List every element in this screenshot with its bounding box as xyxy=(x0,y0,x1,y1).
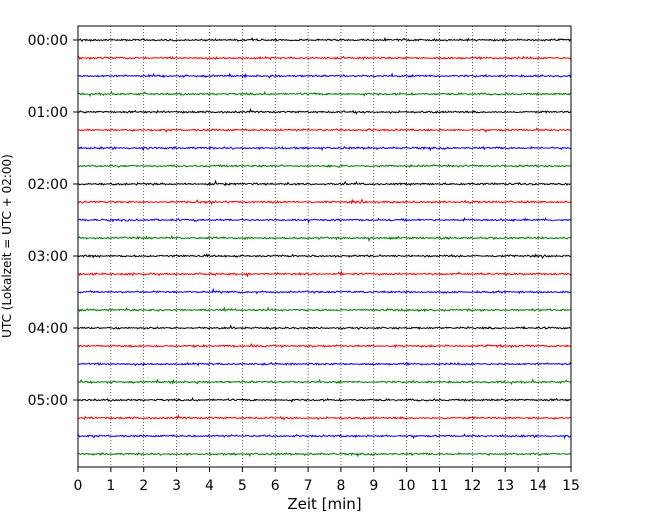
trace-line xyxy=(77,90,572,98)
trace-line xyxy=(77,413,572,421)
x-tick-label: 1 xyxy=(106,478,115,494)
seismic-traces xyxy=(77,36,572,458)
trace-line xyxy=(77,179,572,187)
trace-line xyxy=(77,216,572,224)
y-tick-label: 04:00 xyxy=(28,321,68,337)
trace-line xyxy=(77,451,572,458)
plot-frame xyxy=(77,25,572,468)
trace-line xyxy=(77,253,572,260)
trace-line xyxy=(77,378,572,386)
trace-line xyxy=(77,361,572,367)
trace-line xyxy=(77,396,572,403)
x-tick-label: 3 xyxy=(172,478,181,494)
y-tick-label: 05:00 xyxy=(28,393,68,409)
trace-line xyxy=(77,234,572,243)
trace-line xyxy=(77,107,572,115)
trace-line xyxy=(77,269,572,277)
trace-line xyxy=(77,72,572,79)
trace-line xyxy=(77,163,572,169)
x-tick-label: 8 xyxy=(336,478,345,494)
y-tick-label: 01:00 xyxy=(28,105,68,121)
trace-line xyxy=(77,433,572,440)
x-tick-label: 10 xyxy=(398,478,416,494)
x-tick-label: 6 xyxy=(271,478,280,494)
x-axis-ticks: 0 1 2 3 4 5 6 7 8 9 10 11 12 13 14 15 xyxy=(74,467,580,494)
x-tick-label: 14 xyxy=(529,478,547,494)
trace-line xyxy=(77,36,572,43)
y-axis-ticks: 00:00 01:00 02:00 03:00 04:00 05:00 xyxy=(28,33,78,409)
trace-line xyxy=(77,342,572,349)
y-tick-label: 02:00 xyxy=(28,177,68,193)
trace-line xyxy=(77,127,572,134)
x-tick-label: 12 xyxy=(463,478,481,494)
x-tick-label: 0 xyxy=(74,478,83,494)
x-tick-label: 13 xyxy=(496,478,514,494)
x-tick-label: 5 xyxy=(238,478,247,494)
y-tick-label: 00:00 xyxy=(28,33,68,49)
y-tick-label: 03:00 xyxy=(28,249,68,265)
trace-line xyxy=(77,324,572,331)
x-axis-label: Zeit [min] xyxy=(287,495,361,513)
y-axis-label: UTC (Lokalzeit = UTC + 02:00) xyxy=(0,154,14,338)
trace-line xyxy=(77,198,572,206)
x-tick-label: 4 xyxy=(205,478,214,494)
trace-line xyxy=(77,306,572,313)
x-tick-label: 7 xyxy=(304,478,313,494)
x-tick-label: 2 xyxy=(139,478,148,494)
x-tick-label: 11 xyxy=(431,478,449,494)
trace-line xyxy=(77,145,572,152)
trace-line xyxy=(77,55,572,61)
trace-line xyxy=(77,287,572,295)
x-tick-label: 15 xyxy=(562,478,580,494)
x-tick-label: 9 xyxy=(369,478,378,494)
